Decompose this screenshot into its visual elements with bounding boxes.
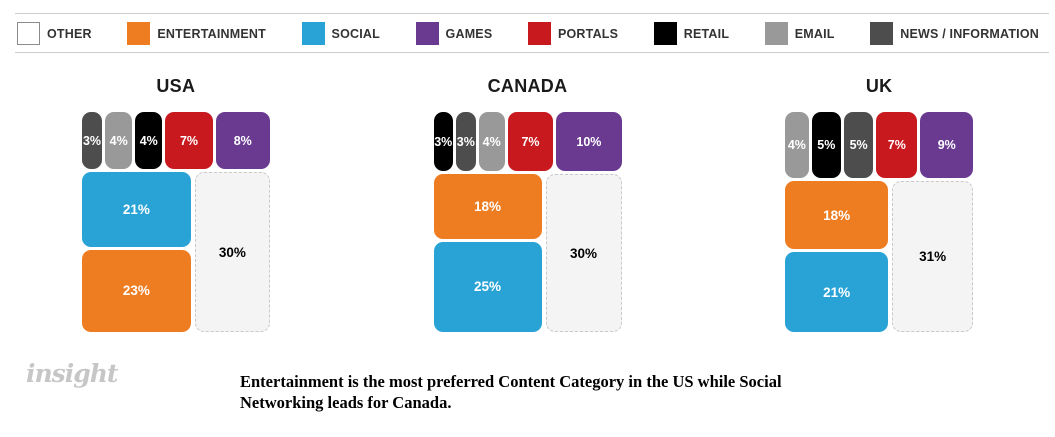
block-value-label: 4% [482,134,501,149]
block-value-label: 31% [919,249,947,264]
legend-item-email: EMAIL [764,22,835,45]
chart-usa: USA 3% 4% 4% 7% 8% 21% 23% 30% [0,75,352,332]
treemap-block-canada-games: 10% [556,112,622,171]
treemap: 3% 4% 4% 7% 8% 21% 23% 30% [81,112,270,332]
block-value-label: 23% [122,283,150,299]
chart-canada: CANADA 3% 3% 4% 7% 10% 18% 25% 30% [352,75,704,332]
legend: OTHER ENTERTAINMENT SOCIAL GAMES PORTALS RETA… [15,13,1049,53]
treemap-block-uk-email: 4% [785,112,809,178]
chart-title: USA [156,76,196,96]
treemap-block-uk-entertainment: 18% [785,181,889,250]
block-value-label: 5% [817,138,836,152]
treemap-block-usa-other: 30% [194,172,270,332]
treemap-block-canada-portals: 7% [507,112,554,171]
treemap-top-row: 3% 3% 4% 7% 10% [433,112,622,171]
legend-label-games: GAMES [445,26,493,41]
legend-item-entertainment: ENTERTAINMENT [127,22,266,45]
legend-item-other: OTHER [17,22,92,45]
block-value-label: 7% [521,134,540,149]
treemap-bottom-row: 18% 25% 30% [433,174,622,332]
block-value-label: 3% [82,133,102,148]
block-value-label: 4% [109,133,128,148]
legend-swatch-entertainment [127,22,151,45]
block-value-label: 3% [434,134,453,149]
treemap-top-row: 4% 5% 5% 7% 9% [785,112,974,178]
legend-swatch-other [17,22,40,45]
treemap-block-usa-retail: 4% [135,112,163,169]
treemap-block-canada-social: 25% [433,241,542,332]
treemap-bottom-row: 18% 21% 31% [785,181,974,332]
block-value-label: 21% [122,201,150,217]
block-value-label: 18% [823,207,851,223]
block-value-label: 21% [823,284,851,300]
treemap-block-uk-games: 9% [920,112,974,178]
block-value-label: 18% [473,198,502,214]
chart-title: CANADA [487,76,568,96]
legend-swatch-games [415,22,439,45]
treemap-left-column: 18% 25% [433,174,542,332]
legend-label-news: NEWS / INFORMATION [900,26,1039,41]
treemap-block-canada-other: 30% [545,174,622,332]
treemap-left-column: 18% 21% [785,181,889,332]
treemap-block-usa-news: 3% [81,112,103,169]
treemap-block-usa-entertainment: 23% [81,249,191,332]
legend-label-social: SOCIAL [331,26,380,41]
block-value-label: 4% [139,133,158,148]
legend-label-email: EMAIL [794,26,835,41]
legend-swatch-retail [653,22,677,45]
treemap-block-uk-social: 21% [785,252,889,332]
legend-swatch-social [301,22,325,45]
treemap-block-canada-email: 4% [478,112,505,171]
legend-item-retail: RETAIL [653,22,730,45]
caption-text: Entertainment is the most preferred Cont… [240,372,782,412]
treemap-left-column: 21% 23% [81,172,191,332]
treemap-block-usa-email: 4% [105,112,133,169]
treemap-top-row: 3% 4% 4% 7% 8% [81,112,270,169]
legend-swatch-portals [527,22,551,45]
block-value-label: 3% [456,134,475,149]
block-value-label: 7% [179,133,199,148]
treemap: 3% 3% 4% 7% 10% 18% 25% 30% [433,112,622,332]
block-value-label: 7% [887,138,906,152]
chart-uk: UK 4% 5% 5% 7% 9% 18% 21% 31% [703,75,1055,332]
treemap-block-uk-news: 5% [843,112,874,178]
legend-item-news: NEWS / INFORMATION [870,22,1039,45]
treemap-block-usa-portals: 7% [165,112,213,169]
treemap-block-uk-portals: 7% [876,112,918,178]
block-value-label: 30% [218,244,246,260]
legend-item-social: SOCIAL [301,22,380,45]
legend-item-games: GAMES [415,22,493,45]
chart-title: UK [865,76,893,96]
treemap-block-uk-other: 31% [892,181,974,332]
legend-item-portals: PORTALS [527,22,619,45]
block-value-label: 10% [576,134,602,149]
treemap: 4% 5% 5% 7% 9% 18% 21% 31% [785,112,974,332]
treemap-block-usa-social: 21% [81,172,191,247]
treemap-block-canada-news: 3% [456,112,476,171]
treemap-block-uk-retail: 5% [811,112,841,178]
legend-swatch-email [764,22,788,45]
charts-row: USA 3% 4% 4% 7% 8% 21% 23% 30% CANADA 3% 3% 4% 7% 10% 1… [0,75,1055,332]
footer: insight Entertainment is the most prefer… [0,357,1055,437]
content-category-infographic: OTHER ENTERTAINMENT SOCIAL GAMES PORTALS RETA… [0,13,1055,437]
legend-swatch-news [870,22,894,45]
legend-label-entertainment: ENTERTAINMENT [157,26,266,41]
block-value-label: 30% [569,245,598,261]
block-value-label: 4% [787,138,806,152]
treemap-block-usa-games: 8% [215,112,270,169]
treemap-bottom-row: 21% 23% 30% [81,172,270,332]
block-value-label: 9% [937,138,956,152]
block-value-label: 25% [473,279,502,295]
block-value-label: 5% [849,138,868,152]
treemap-block-canada-retail: 3% [433,112,454,171]
block-value-label: 8% [233,133,252,148]
legend-label-other: OTHER [47,26,92,41]
legend-label-retail: RETAIL [683,26,730,41]
treemap-block-canada-entertainment: 18% [433,174,542,239]
insight-logo: insight [26,359,118,388]
legend-label-portals: PORTALS [557,26,619,41]
